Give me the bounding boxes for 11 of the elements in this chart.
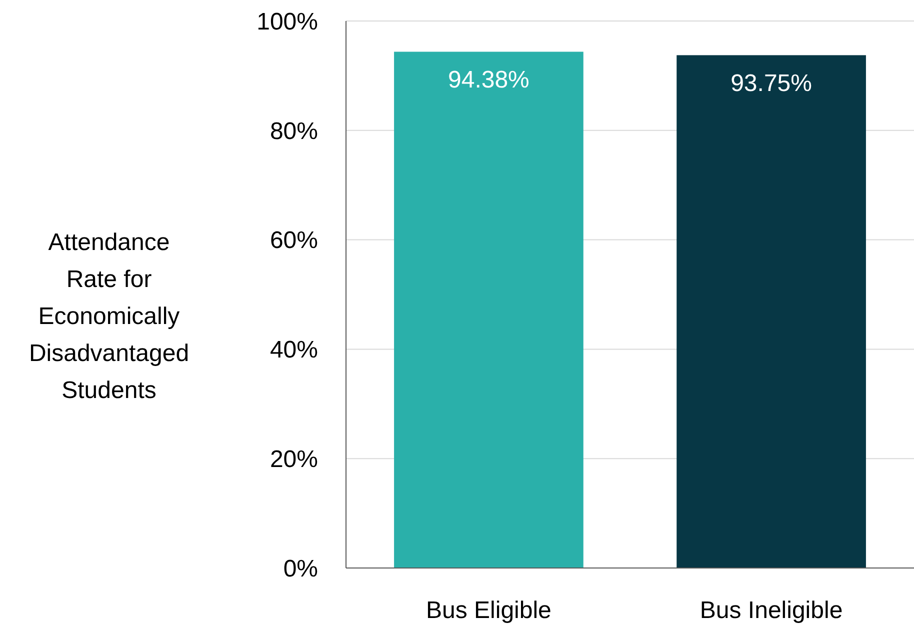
y-tick-label: 80% [270,118,318,145]
y-tick-label: 20% [270,446,318,473]
data-label: 94.38% [448,66,530,94]
y-tick-label: 0% [283,555,318,582]
y-tick-label: 60% [270,227,318,254]
data-label: 93.75% [730,70,812,98]
x-tick-label: Bus Eligible [426,597,552,624]
x-tick-label: Bus Ineligible [700,597,843,624]
y-axis-title: Attendance Rate for Economically Disadvantaged Students [28,229,190,404]
y-tick-label: 100% [256,8,318,36]
y-tick-label: 40% [270,336,318,364]
